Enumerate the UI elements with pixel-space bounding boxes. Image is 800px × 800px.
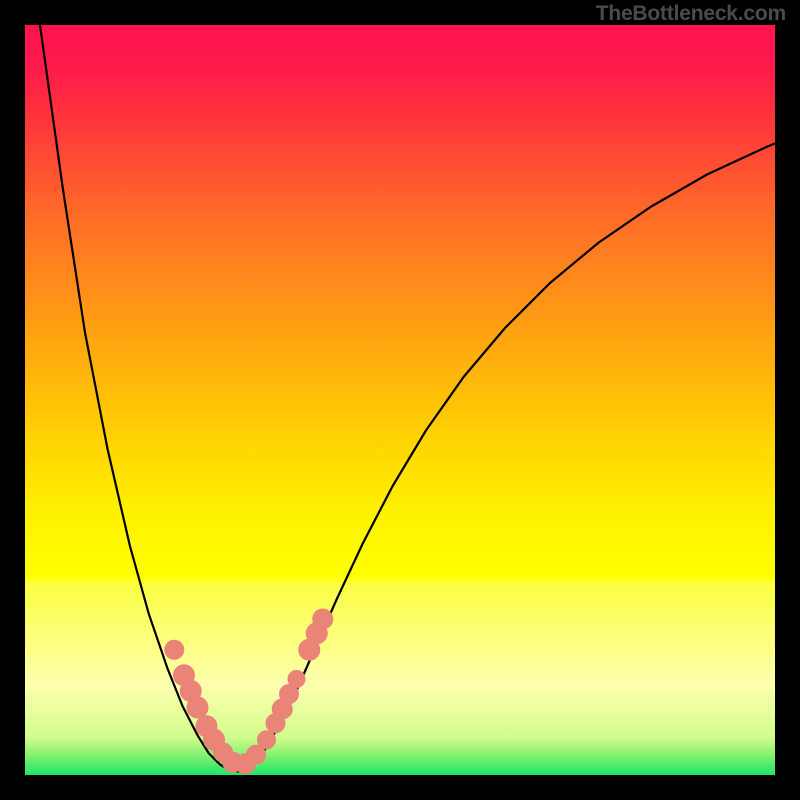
watermark-text: TheBottleneck.com — [596, 2, 786, 26]
marker-point — [258, 731, 276, 749]
chart-svg — [0, 0, 800, 800]
plot-background — [25, 25, 775, 775]
marker-point — [288, 671, 305, 688]
marker-point — [187, 697, 208, 718]
chart-container: TheBottleneck.com — [0, 0, 800, 800]
marker-point — [165, 640, 184, 659]
marker-point — [313, 609, 333, 629]
